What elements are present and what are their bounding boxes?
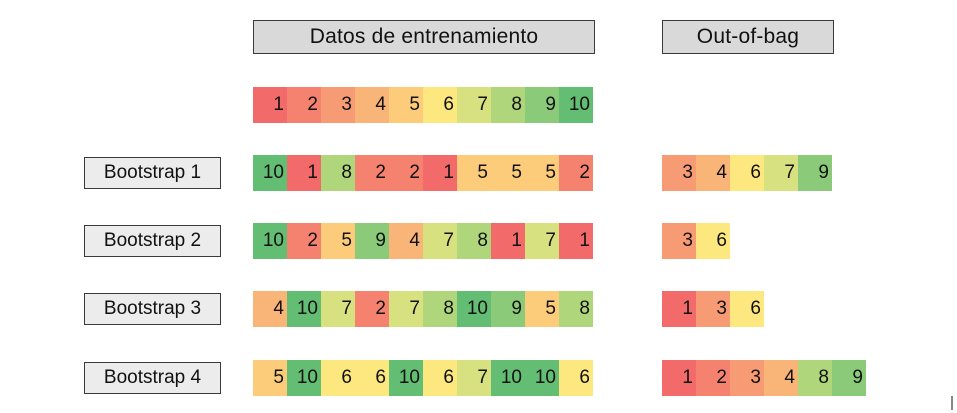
value-cell: 10 xyxy=(457,291,491,327)
value-cell: 8 xyxy=(559,291,593,327)
value-cell: 4 xyxy=(389,223,423,259)
value-cell: 7 xyxy=(321,291,355,327)
value-cell: 8 xyxy=(491,87,525,123)
value-cell: 1 xyxy=(559,223,593,259)
out-of-bag-header: Out-of-bag xyxy=(662,20,834,54)
value-cell: 3 xyxy=(321,87,355,123)
value-cell: 9 xyxy=(355,223,389,259)
bootstrap-sample-strip: 4 10 7 2 7 8 10 9 5 8 xyxy=(253,291,593,327)
value-cell: 2 xyxy=(355,155,389,191)
value-cell: 7 xyxy=(457,87,491,123)
value-cell: 5 xyxy=(321,223,355,259)
value-cell: 3 xyxy=(662,223,696,259)
value-cell: 6 xyxy=(321,360,355,396)
bootstrap-label: Bootstrap 3 xyxy=(84,293,221,325)
value-cell: 4 xyxy=(696,155,730,191)
value-cell: 6 xyxy=(696,223,730,259)
value-cell: 9 xyxy=(525,87,559,123)
value-cell: 10 xyxy=(253,223,287,259)
value-cell: 2 xyxy=(355,291,389,327)
value-cell: 9 xyxy=(832,360,866,396)
value-cell: 4 xyxy=(355,87,389,123)
value-cell: 8 xyxy=(457,223,491,259)
value-cell: 5 xyxy=(525,155,559,191)
value-cell: 2 xyxy=(287,223,321,259)
value-cell: 1 xyxy=(491,223,525,259)
value-cell: 10 xyxy=(491,360,525,396)
bootstrap-label: Bootstrap 2 xyxy=(84,225,221,257)
value-cell: 7 xyxy=(764,155,798,191)
value-cell: 7 xyxy=(525,223,559,259)
value-cell: 8 xyxy=(798,360,832,396)
value-cell: 10 xyxy=(287,291,321,327)
value-cell: 6 xyxy=(730,155,764,191)
value-cell: 10 xyxy=(287,360,321,396)
value-cell: 5 xyxy=(389,87,423,123)
value-cell: 6 xyxy=(423,87,457,123)
original-data-strip: 1 2 3 4 5 6 7 8 9 10 xyxy=(253,87,593,123)
value-cell: 1 xyxy=(253,87,287,123)
value-cell: 7 xyxy=(389,291,423,327)
value-cell: 7 xyxy=(457,360,491,396)
value-cell: 3 xyxy=(730,360,764,396)
value-cell: 10 xyxy=(525,360,559,396)
value-cell: 6 xyxy=(559,360,593,396)
value-cell: 2 xyxy=(287,87,321,123)
bootstrap-sample-strip: 10 1 8 2 2 1 5 5 5 2 xyxy=(253,155,593,191)
bootstrap-label: Bootstrap 1 xyxy=(84,157,221,189)
value-cell: 9 xyxy=(491,291,525,327)
value-cell: 4 xyxy=(764,360,798,396)
value-cell: 10 xyxy=(389,360,423,396)
value-cell: 6 xyxy=(355,360,389,396)
bootstrap-sample-strip: 5 10 6 6 10 6 7 10 10 6 xyxy=(253,360,593,396)
value-cell: 2 xyxy=(559,155,593,191)
value-cell: 2 xyxy=(389,155,423,191)
value-cell: 7 xyxy=(423,223,457,259)
value-cell: 1 xyxy=(423,155,457,191)
training-data-header: Datos de entrenamiento xyxy=(253,20,595,54)
edge-mark xyxy=(951,396,953,410)
value-cell: 4 xyxy=(253,291,287,327)
value-cell: 10 xyxy=(253,155,287,191)
value-cell: 3 xyxy=(662,155,696,191)
value-cell: 5 xyxy=(253,360,287,396)
value-cell: 1 xyxy=(662,360,696,396)
value-cell: 2 xyxy=(696,360,730,396)
value-cell: 8 xyxy=(321,155,355,191)
value-cell: 8 xyxy=(423,291,457,327)
value-cell: 1 xyxy=(287,155,321,191)
value-cell: 1 xyxy=(662,291,696,327)
value-cell: 10 xyxy=(559,87,593,123)
value-cell: 5 xyxy=(525,291,559,327)
value-cell: 6 xyxy=(730,291,764,327)
bootstrap-sample-strip: 10 2 5 9 4 7 8 1 7 1 xyxy=(253,223,593,259)
value-cell: 9 xyxy=(798,155,832,191)
value-cell: 5 xyxy=(491,155,525,191)
bootstrap-label: Bootstrap 4 xyxy=(84,362,221,394)
value-cell: 6 xyxy=(423,360,457,396)
value-cell: 5 xyxy=(457,155,491,191)
value-cell: 3 xyxy=(696,291,730,327)
